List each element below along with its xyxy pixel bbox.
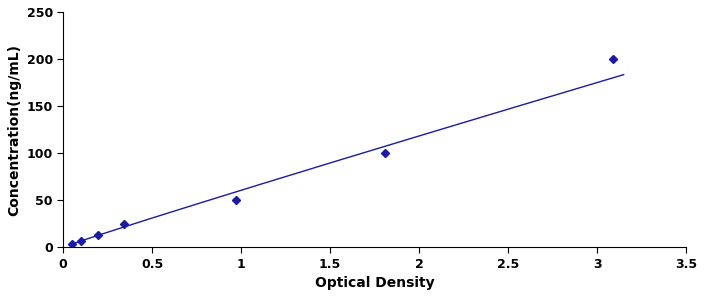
- Y-axis label: Concentration(ng/mL): Concentration(ng/mL): [7, 44, 21, 216]
- X-axis label: Optical Density: Optical Density: [315, 276, 434, 290]
